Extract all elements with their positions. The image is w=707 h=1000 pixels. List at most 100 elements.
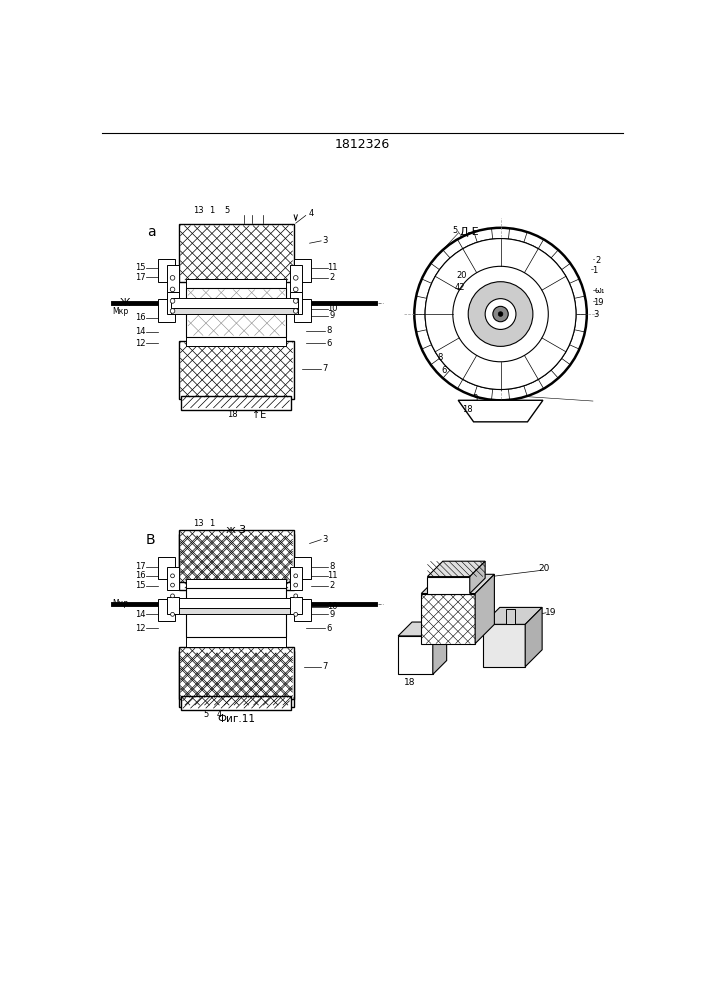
Text: 6: 6 (326, 339, 332, 348)
Bar (167, 567, 179, 590)
Text: Фиг.11: Фиг.11 (218, 714, 255, 724)
Circle shape (170, 594, 175, 598)
Text: 10: 10 (327, 602, 337, 611)
Circle shape (170, 574, 175, 578)
Text: 1812326: 1812326 (334, 138, 390, 151)
Text: 1: 1 (209, 519, 214, 528)
Text: 5: 5 (452, 226, 457, 235)
Bar (291, 567, 302, 590)
Bar (171, 298, 298, 309)
Bar (167, 597, 179, 614)
Text: Мкр: Мкр (112, 307, 129, 316)
Bar (291, 265, 302, 292)
Text: ω₁: ω₁ (595, 286, 605, 295)
Text: 17: 17 (135, 562, 146, 571)
Bar (294, 557, 311, 579)
Text: 19: 19 (593, 298, 604, 307)
Bar (187, 588, 286, 637)
Bar (187, 337, 286, 346)
Text: 15: 15 (135, 581, 146, 590)
Bar (294, 599, 311, 620)
Text: 9: 9 (329, 311, 334, 320)
Circle shape (170, 276, 175, 280)
Circle shape (468, 282, 533, 346)
Circle shape (294, 574, 298, 578)
Bar (179, 651, 294, 707)
Circle shape (170, 287, 175, 292)
Text: 11: 11 (327, 571, 337, 580)
Bar (187, 579, 286, 588)
Bar (187, 288, 286, 337)
Text: 17: 17 (135, 273, 146, 282)
Circle shape (170, 583, 175, 587)
Polygon shape (421, 594, 475, 644)
Polygon shape (458, 400, 543, 422)
Text: 5: 5 (203, 710, 209, 719)
Circle shape (170, 309, 175, 313)
Bar (181, 696, 291, 710)
Polygon shape (398, 622, 447, 636)
Circle shape (293, 309, 298, 313)
Bar (179, 530, 294, 582)
Bar (158, 599, 175, 620)
Circle shape (493, 306, 508, 322)
Polygon shape (398, 636, 433, 674)
Bar (179, 341, 294, 399)
Bar (181, 396, 291, 410)
Text: 14: 14 (135, 610, 146, 619)
Bar (171, 608, 298, 614)
Text: 20: 20 (539, 564, 550, 573)
Circle shape (425, 239, 576, 389)
Bar (187, 279, 286, 288)
Bar (291, 597, 302, 614)
Text: 18: 18 (404, 678, 416, 687)
Text: 4: 4 (217, 710, 222, 719)
Text: 3: 3 (322, 236, 327, 245)
Polygon shape (525, 607, 542, 667)
Text: ↑E: ↑E (252, 410, 267, 420)
Polygon shape (428, 561, 485, 577)
Polygon shape (483, 607, 542, 624)
Circle shape (452, 266, 549, 362)
Circle shape (293, 276, 298, 280)
Text: 6: 6 (326, 624, 332, 633)
Text: 20: 20 (457, 271, 467, 280)
Bar (171, 598, 298, 609)
Bar (179, 534, 294, 590)
Bar (171, 308, 298, 314)
Bar (291, 292, 302, 314)
Text: 5: 5 (225, 206, 230, 215)
Polygon shape (428, 577, 469, 594)
Text: 7: 7 (322, 662, 327, 671)
Polygon shape (475, 574, 494, 644)
Polygon shape (483, 624, 525, 667)
Text: 2: 2 (596, 256, 601, 265)
Circle shape (170, 299, 175, 303)
Text: 12: 12 (135, 339, 146, 348)
Text: 3: 3 (593, 310, 599, 319)
Text: 1: 1 (209, 206, 214, 215)
Text: 4: 4 (308, 209, 314, 218)
Text: 16: 16 (135, 313, 146, 322)
Text: 18: 18 (462, 405, 473, 414)
Circle shape (294, 594, 298, 598)
Bar (187, 637, 286, 647)
Bar (158, 299, 175, 322)
Text: 10: 10 (327, 304, 337, 313)
Text: 13: 13 (194, 206, 204, 215)
Text: 3: 3 (472, 394, 478, 403)
Text: 18: 18 (227, 410, 238, 419)
Text: 13: 13 (194, 519, 204, 528)
Circle shape (294, 583, 298, 587)
Text: 9: 9 (329, 610, 334, 619)
Text: 19: 19 (545, 608, 556, 617)
Bar (158, 557, 175, 579)
Circle shape (294, 612, 298, 616)
Text: 8: 8 (437, 353, 443, 362)
Text: ж-3: ж-3 (226, 525, 247, 535)
Bar (158, 259, 175, 282)
Text: 15: 15 (135, 263, 146, 272)
Text: Ж: Ж (119, 298, 130, 308)
Text: 8: 8 (329, 562, 334, 571)
Circle shape (170, 612, 175, 616)
